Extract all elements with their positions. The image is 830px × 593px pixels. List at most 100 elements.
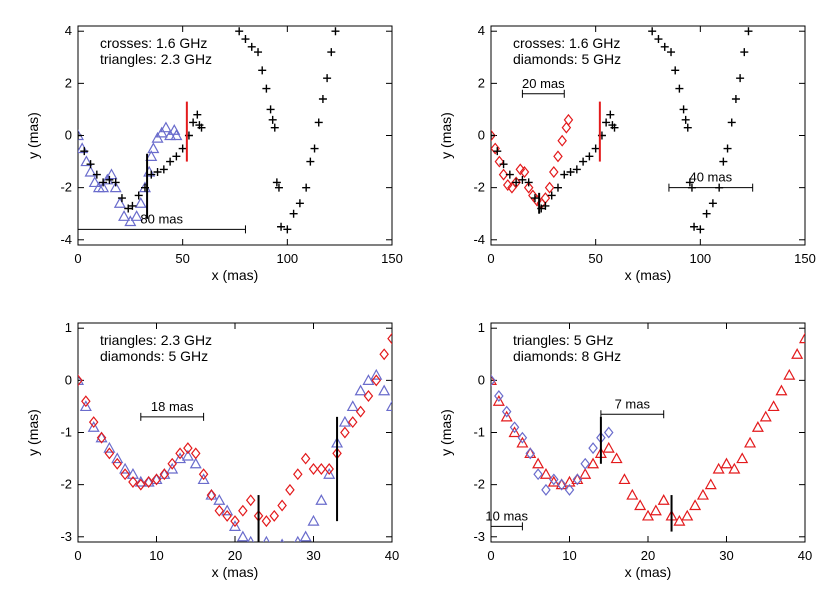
cross-marker [585,152,594,161]
diamond-marker [347,416,358,429]
scale-bar-label: 7 mas [615,396,651,411]
series-diamond [491,113,574,210]
y-tick-label: 4 [65,23,72,38]
diamond-marker [277,499,287,512]
cross-marker [702,209,711,218]
triangle-marker [681,509,694,521]
cross-marker [178,144,187,153]
diamond-marker [159,468,170,481]
triangle-marker [315,494,328,505]
triangle-marker [524,447,537,458]
x-tick-label: 0 [487,251,494,266]
scale-bar-label: 40 mas [689,170,732,185]
triangle-marker [626,488,639,500]
cross-marker [727,118,736,127]
cross-marker [671,66,680,75]
diamond-marker [557,134,567,147]
cross-marker [610,123,619,132]
diamond-marker [515,163,526,176]
x-tick-label: 10 [562,548,576,563]
triangle-marker [299,530,312,542]
triangle-marker [164,129,177,141]
cross-marker [128,201,137,210]
triangle-marker [109,181,122,193]
triangle-marker [783,368,796,380]
cross-marker [92,170,101,179]
triangle-marker [95,431,108,443]
diamond-marker [387,332,392,345]
diamond-marker [553,150,563,163]
triangle-marker [704,478,717,490]
diamond-marker [78,374,83,387]
diamond-marker [549,166,559,178]
chart-panel-3: 0 10 20 30 40 -3 -2 -1 0 1 x (mas) y (mas) 18 mas tri… [25,320,399,580]
triangle-marker [170,129,183,141]
diamond-marker [230,515,240,528]
x-tick-label: 10 [149,548,163,563]
legend-entry: crosses: 1.6 GHz [100,35,207,51]
x-tick-label: 40 [798,548,812,563]
diamond-marker [523,181,534,194]
y-tick-label: -3 [60,529,72,544]
diamond-marker [491,142,500,155]
cross-marker [268,115,277,124]
cross-marker [491,131,495,140]
triangle-marker [579,467,592,479]
diamond-marker [363,390,374,402]
triangle-marker [532,457,545,469]
x-tick-label: 150 [381,251,403,266]
diamond-marker [533,468,543,481]
triangle-marker [362,374,375,385]
x-axis-label: x (mas) [212,564,259,580]
triangle-marker [798,332,805,344]
diamond-marker [519,166,530,178]
diamond-marker [245,494,256,507]
diamond-marker [355,405,366,418]
cross-marker [266,105,275,114]
diamond-marker [293,468,303,481]
y-tick-label: 1 [65,320,72,335]
diamond-marker [511,176,521,189]
cross-marker [736,74,745,83]
triangle-marker [147,142,160,154]
cross-marker [675,84,684,93]
cross-marker [277,222,286,231]
cross-marker [166,157,175,166]
triangle-marker [370,368,383,380]
triangle-marker [649,504,662,516]
diamond-marker [563,113,574,126]
cross-marker [247,42,256,51]
triangle-marker [492,394,505,406]
triangle-marker [618,473,631,485]
cross-marker [318,95,327,103]
triangle-marker [118,210,131,221]
series-cross [491,110,619,213]
diamond-marker [269,509,280,522]
cross-marker [241,35,250,44]
y-tick-label: -4 [60,232,72,247]
y-tick-label: -2 [473,477,485,492]
cross-marker [553,183,562,192]
diamond-marker [167,457,177,470]
diamond-marker [498,168,509,181]
cross-marker [648,27,657,36]
y-tick-label: -1 [473,425,485,440]
triangle-marker [134,475,147,487]
cross-marker [262,84,271,93]
diamond-marker [238,504,248,517]
series-cross [78,110,206,213]
triangle-marker [744,436,757,448]
cross-marker [740,48,749,57]
cross-marker [606,110,615,119]
cross-marker [289,209,298,218]
y-axis-label: y (mas) [438,409,454,456]
diamond-marker [112,457,123,470]
diamond-marker [190,447,201,460]
diamond-marker [525,447,536,460]
cross-marker [111,178,120,187]
plot-area [78,27,340,234]
series-cross [648,27,753,234]
series-cross [235,27,340,234]
x-axis-label: x (mas) [625,267,672,283]
y-tick-label: 2 [65,75,72,90]
